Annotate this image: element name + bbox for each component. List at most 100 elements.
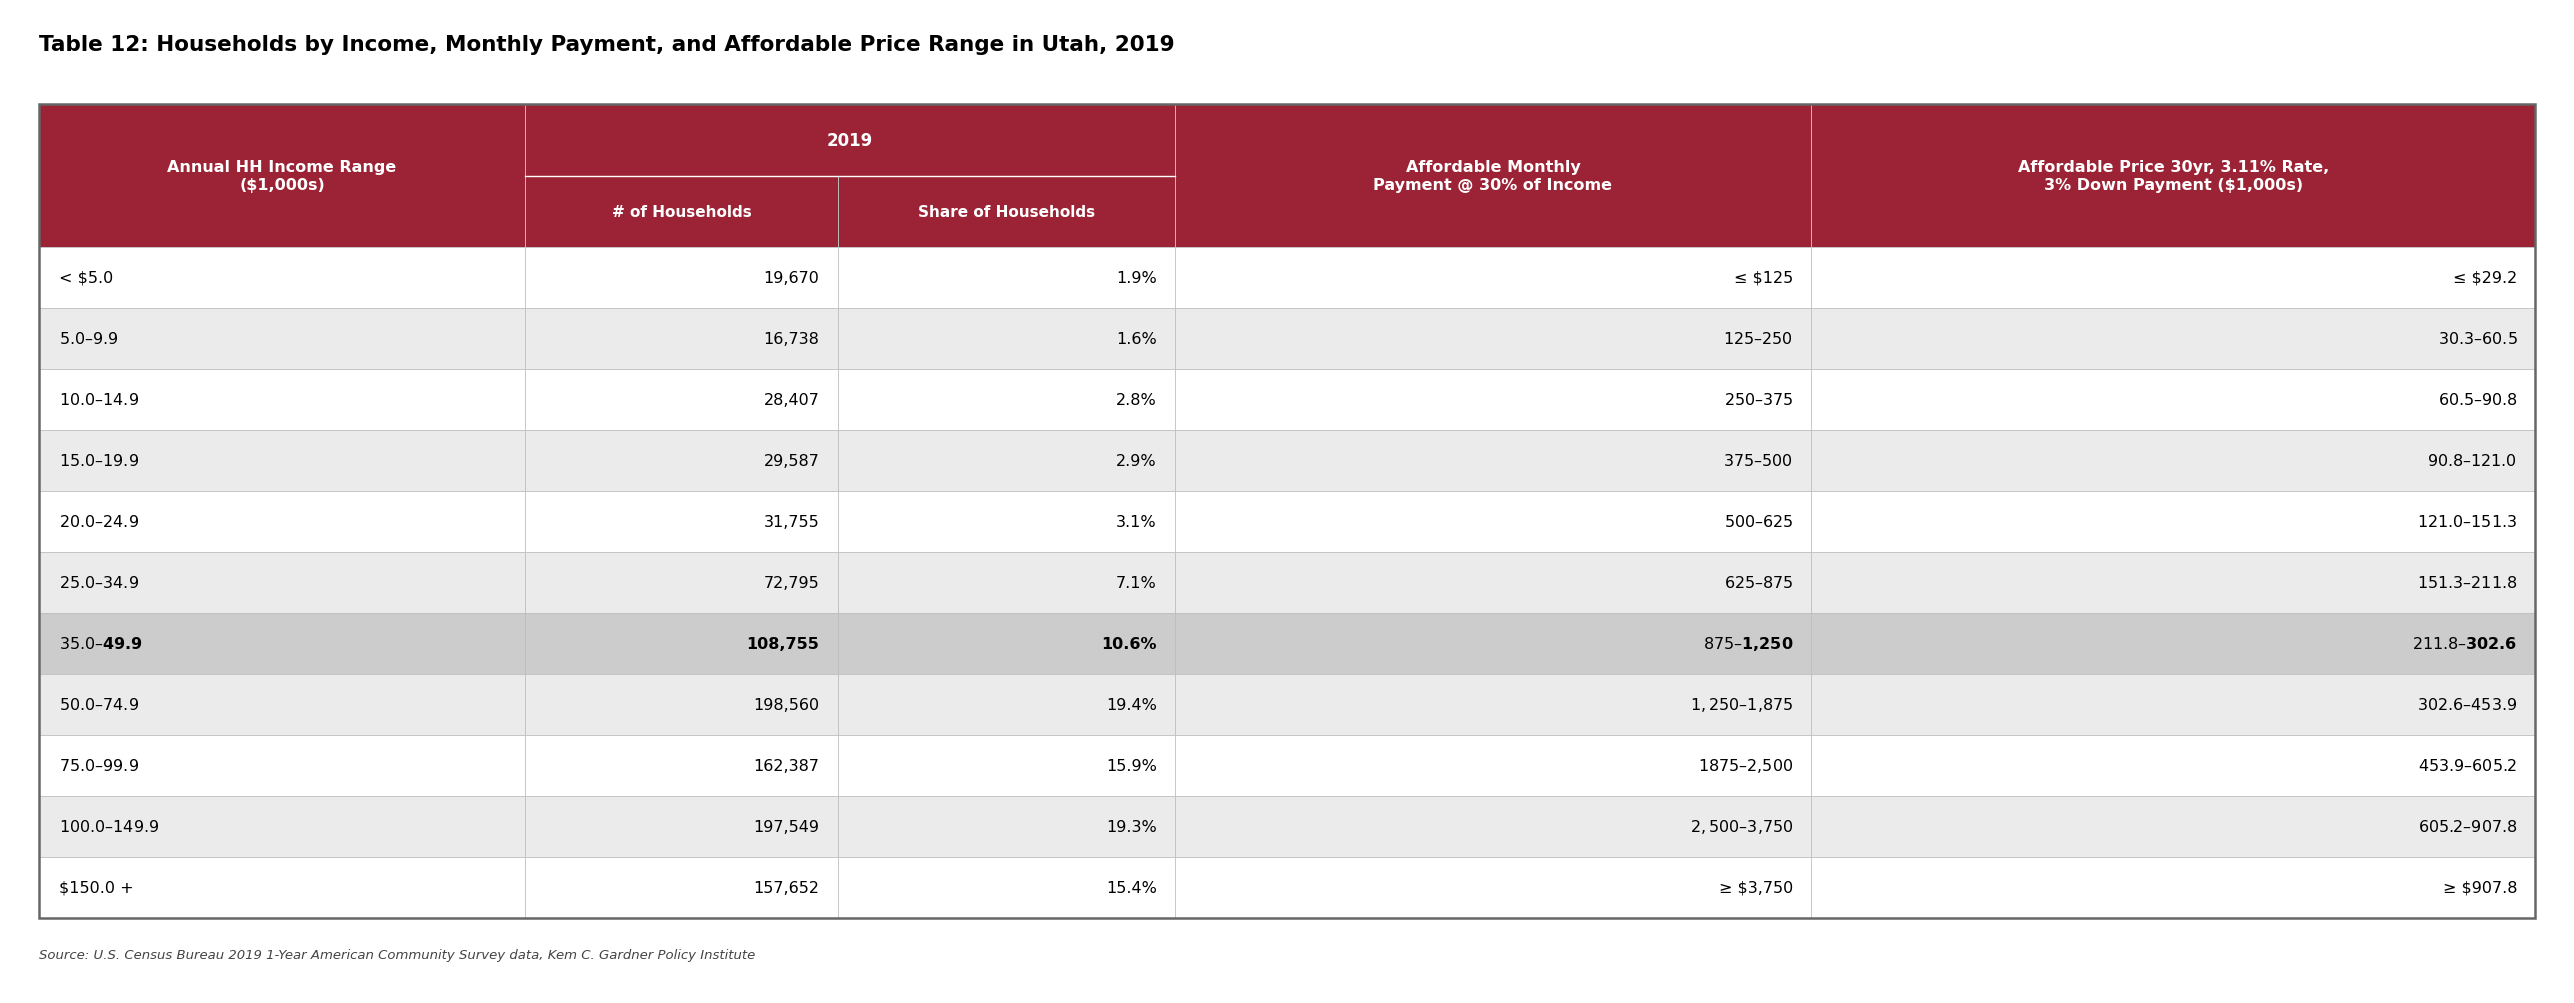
Bar [39, 105, 525, 248]
Text: 1.9%: 1.9% [1117, 271, 1156, 286]
Text: ≤ $125: ≤ $125 [1735, 271, 1794, 286]
Bar [1174, 430, 1812, 491]
Bar [1174, 309, 1812, 369]
Bar [1812, 309, 2535, 369]
Bar [525, 309, 837, 369]
Text: $25.0–$34.9: $25.0–$34.9 [59, 575, 139, 591]
Bar [39, 552, 525, 613]
Text: $100.0–$149.9: $100.0–$149.9 [59, 818, 160, 834]
Text: Affordable Price 30yr, 3.11% Rate,
3% Down Payment ($1,000s): Affordable Price 30yr, 3.11% Rate, 3% Do… [2018, 160, 2329, 193]
Text: 19,670: 19,670 [764, 271, 819, 286]
Text: 197,549: 197,549 [754, 818, 819, 833]
Bar [837, 674, 1174, 735]
Bar [1174, 857, 1812, 918]
Text: 2.8%: 2.8% [1117, 392, 1156, 407]
Text: $75.0–$99.9: $75.0–$99.9 [59, 757, 139, 773]
Text: 2.9%: 2.9% [1117, 453, 1156, 468]
Bar [1812, 369, 2535, 430]
Text: 15.9%: 15.9% [1107, 758, 1156, 773]
Text: Affordable Monthly
Payment @ 30% of Income: Affordable Monthly Payment @ 30% of Inco… [1375, 160, 1611, 193]
Text: Annual HH Income Range
($1,000s): Annual HH Income Range ($1,000s) [167, 160, 396, 193]
Text: $125–$250: $125–$250 [1725, 331, 1794, 347]
Bar [525, 795, 837, 857]
Text: $90.8–$121.0: $90.8–$121.0 [2427, 452, 2517, 468]
Bar [525, 857, 837, 918]
Text: $453.9–$605.2: $453.9–$605.2 [2420, 757, 2517, 773]
Text: 2019: 2019 [826, 131, 873, 149]
Text: ≥ $3,750: ≥ $3,750 [1719, 880, 1794, 895]
Bar [1174, 613, 1812, 674]
Text: 3.1%: 3.1% [1117, 515, 1156, 530]
Bar [39, 735, 525, 796]
Text: 29,587: 29,587 [764, 453, 819, 468]
Bar [837, 552, 1174, 613]
Text: $875–$1,250: $875–$1,250 [1704, 635, 1794, 653]
Bar [837, 369, 1174, 430]
Bar [1174, 795, 1812, 857]
Bar [1174, 735, 1812, 796]
Bar [1812, 674, 2535, 735]
Text: 198,560: 198,560 [754, 697, 819, 712]
Bar [837, 857, 1174, 918]
Bar [837, 795, 1174, 857]
Bar [1174, 674, 1812, 735]
Text: 28,407: 28,407 [764, 392, 819, 407]
Text: $2,500–$3,750: $2,500–$3,750 [1689, 817, 1794, 835]
Bar [39, 795, 525, 857]
Bar [1812, 735, 2535, 796]
Bar [39, 491, 525, 552]
Text: Share of Households: Share of Households [916, 205, 1094, 220]
Bar [525, 105, 1174, 177]
Text: $35.0–$49.9: $35.0–$49.9 [59, 636, 144, 652]
Text: < $5.0: < $5.0 [59, 271, 113, 286]
Bar [837, 735, 1174, 796]
Text: 31,755: 31,755 [764, 515, 819, 530]
Bar [1174, 248, 1812, 308]
Bar [525, 674, 837, 735]
Text: $500–$625: $500–$625 [1725, 514, 1794, 530]
Text: 1.6%: 1.6% [1117, 331, 1156, 346]
Text: $625–$875: $625–$875 [1725, 575, 1794, 591]
Bar [525, 248, 837, 308]
Text: $1875–$2,500: $1875–$2,500 [1699, 756, 1794, 774]
Text: $5.0–$9.9: $5.0–$9.9 [59, 331, 118, 347]
Bar [525, 369, 837, 430]
Text: $50.0–$74.9: $50.0–$74.9 [59, 696, 139, 712]
Text: # of Households: # of Households [613, 205, 752, 220]
Bar [837, 613, 1174, 674]
Bar [837, 430, 1174, 491]
Text: $302.6–$453.9: $302.6–$453.9 [2417, 696, 2517, 712]
Text: $150.0 +: $150.0 + [59, 880, 134, 895]
Bar [837, 177, 1174, 248]
Text: $151.3–$211.8: $151.3–$211.8 [2417, 575, 2517, 591]
Bar [837, 248, 1174, 308]
Bar [1174, 105, 1812, 248]
Bar [39, 248, 525, 308]
Text: 19.4%: 19.4% [1107, 697, 1156, 712]
Text: 157,652: 157,652 [754, 880, 819, 895]
Bar [525, 491, 837, 552]
Bar [39, 309, 525, 369]
Bar [1174, 369, 1812, 430]
Bar [39, 857, 525, 918]
Text: 108,755: 108,755 [746, 636, 819, 651]
Text: $211.8–$302.6: $211.8–$302.6 [2412, 636, 2517, 652]
Bar [1812, 248, 2535, 308]
Bar [1812, 552, 2535, 613]
Text: ≤ $29.2: ≤ $29.2 [2453, 271, 2517, 286]
Text: 19.3%: 19.3% [1107, 818, 1156, 833]
Bar [39, 674, 525, 735]
Text: $20.0–$24.9: $20.0–$24.9 [59, 514, 139, 530]
Text: $1,250–$1,875: $1,250–$1,875 [1691, 695, 1794, 713]
Text: 72,795: 72,795 [764, 575, 819, 590]
Bar [1812, 857, 2535, 918]
Bar [525, 552, 837, 613]
Text: $121.0–$151.3: $121.0–$151.3 [2417, 514, 2517, 530]
Bar [837, 309, 1174, 369]
Text: $375–$500: $375–$500 [1725, 452, 1794, 468]
Bar [837, 491, 1174, 552]
Bar [525, 177, 837, 248]
Bar [1812, 105, 2535, 248]
Text: $15.0–$19.9: $15.0–$19.9 [59, 452, 139, 468]
Bar [525, 430, 837, 491]
